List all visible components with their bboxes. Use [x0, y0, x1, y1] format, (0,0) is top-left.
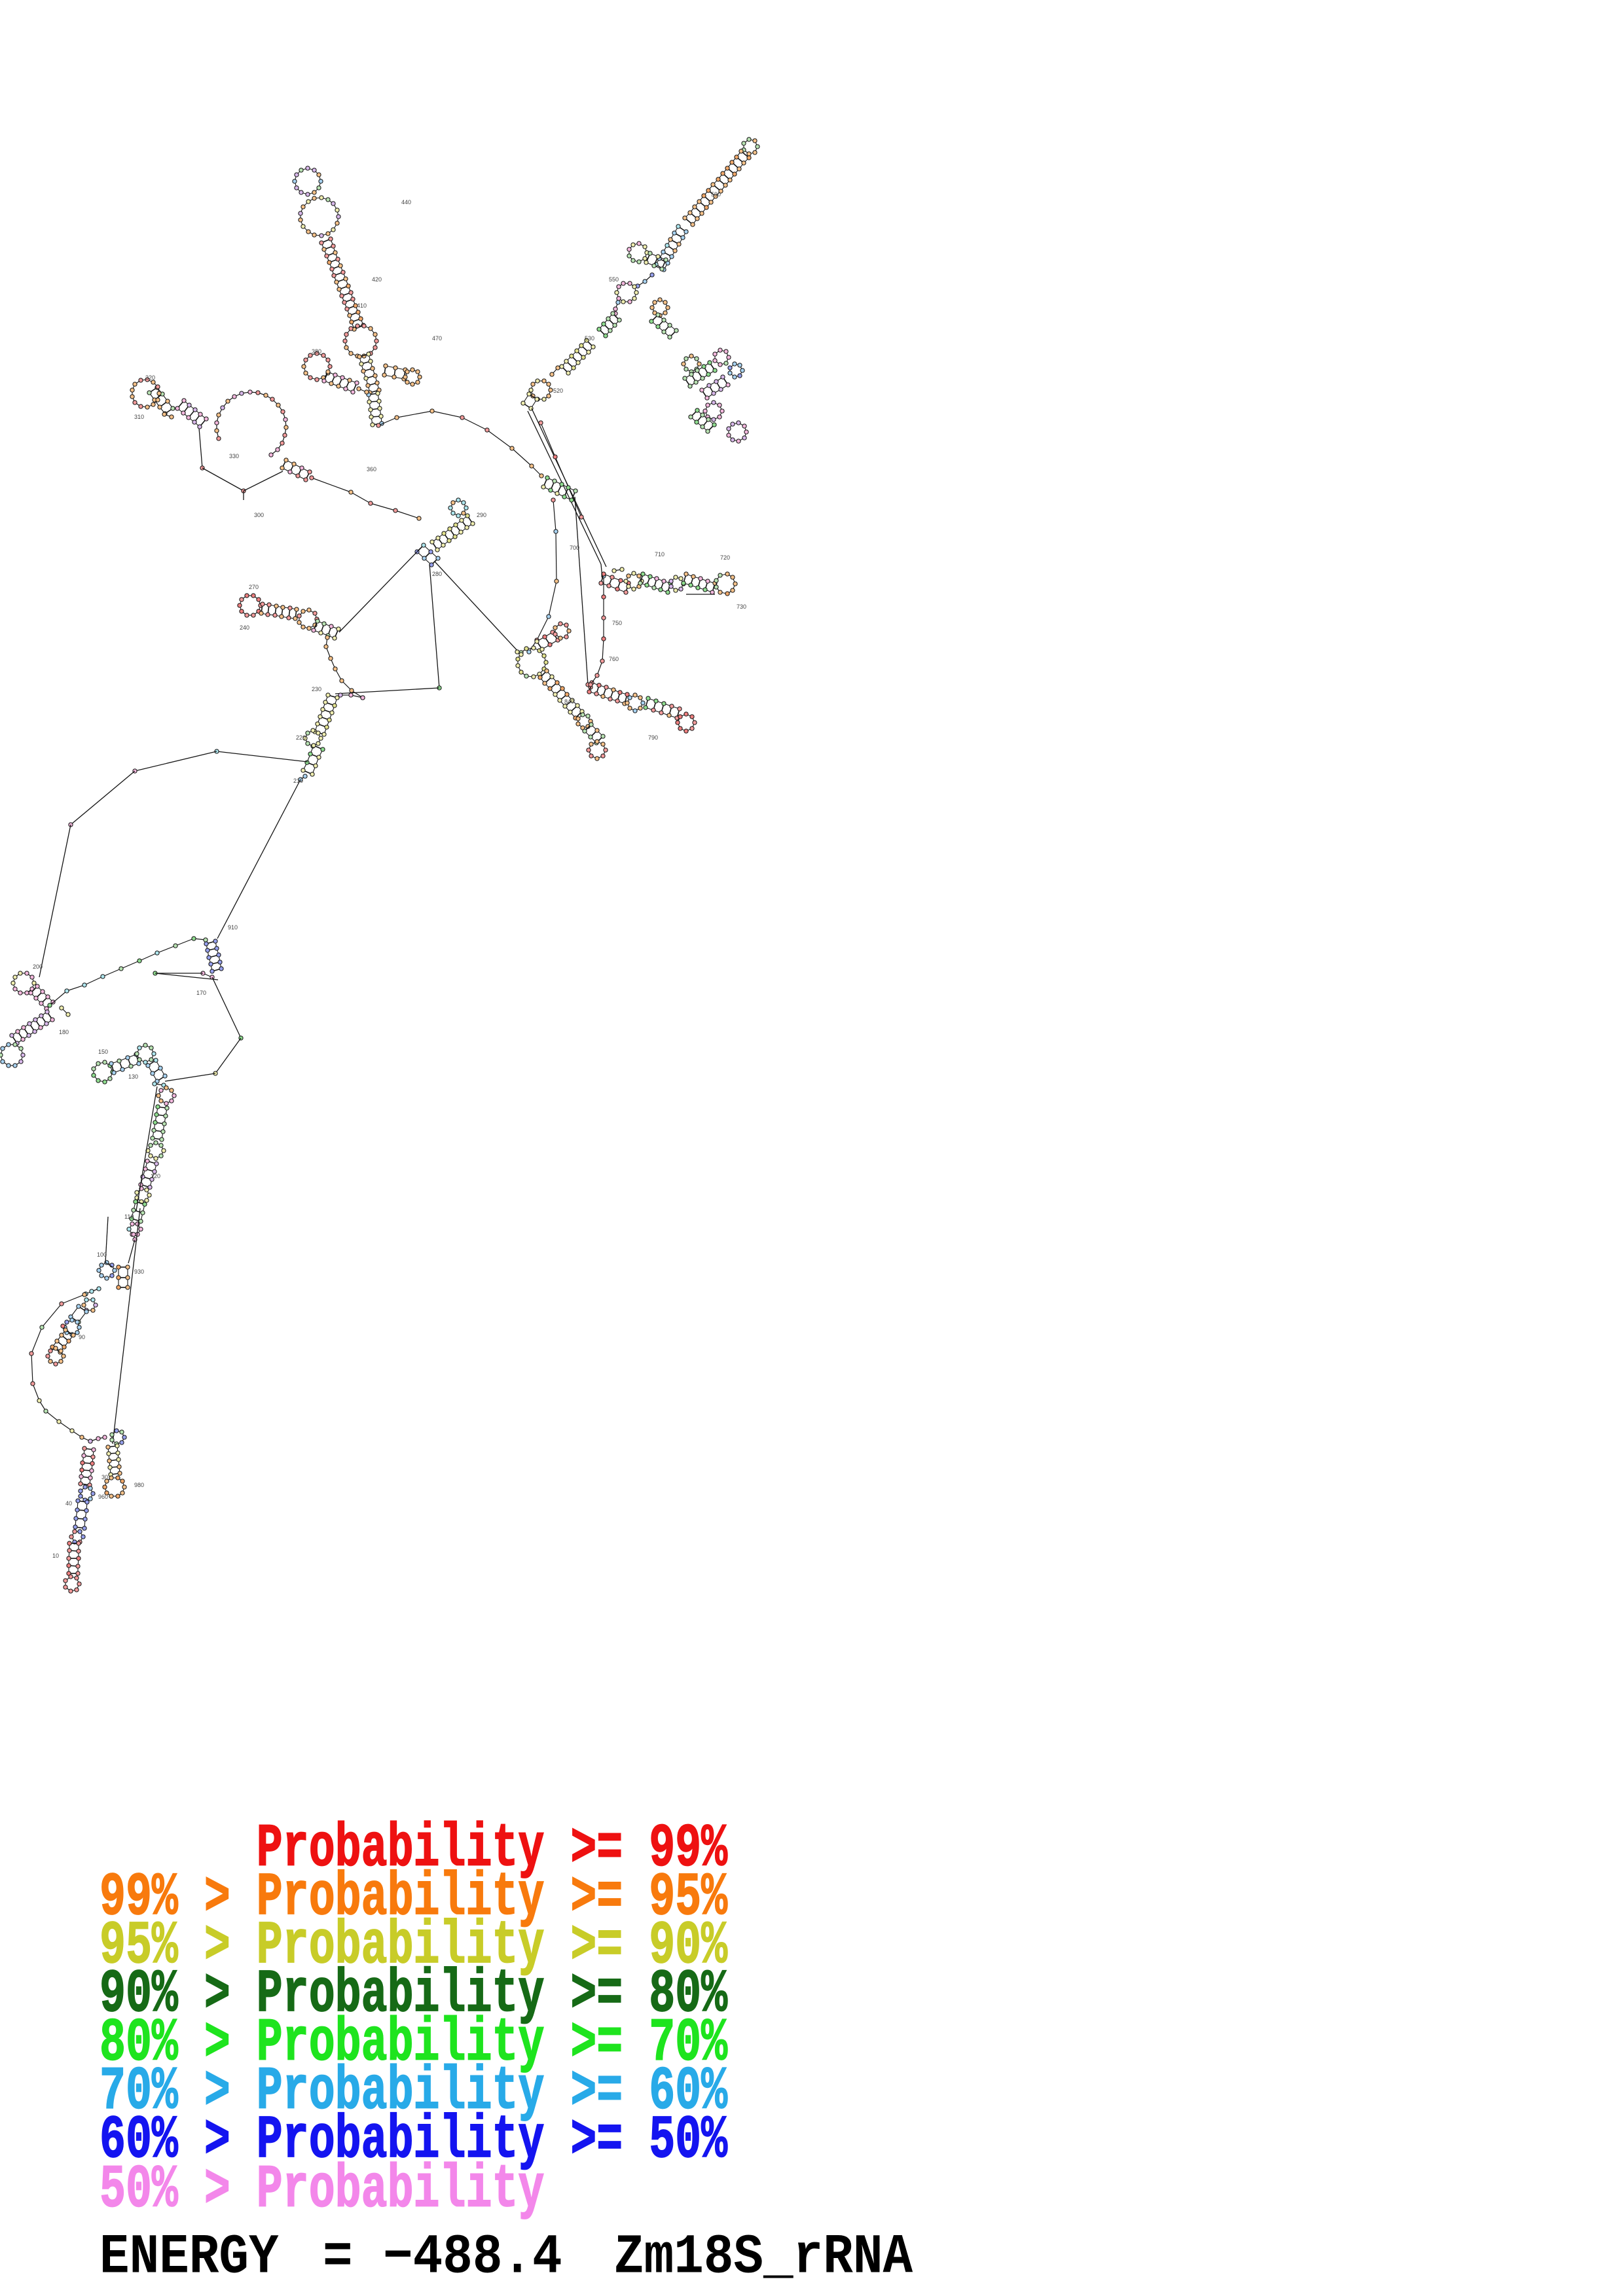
svg-text:470: 470 [432, 335, 442, 342]
svg-text:270: 270 [249, 584, 259, 590]
svg-text:840: 840 [564, 698, 574, 705]
svg-text:590: 590 [711, 191, 721, 198]
svg-text:960: 960 [98, 1494, 108, 1500]
svg-text:310: 310 [134, 414, 144, 420]
svg-text:930: 930 [134, 1268, 144, 1275]
svg-text:360: 360 [367, 466, 376, 473]
svg-text:380: 380 [312, 348, 321, 355]
svg-text:710: 710 [655, 551, 665, 558]
svg-text:790: 790 [648, 734, 658, 741]
svg-text:520: 520 [553, 387, 563, 394]
svg-text:130: 130 [128, 1073, 138, 1080]
svg-text:220: 220 [296, 734, 306, 741]
svg-text:750: 750 [612, 620, 622, 626]
svg-text:980: 980 [134, 1482, 144, 1488]
svg-text:90: 90 [79, 1334, 85, 1340]
svg-text:730: 730 [737, 603, 746, 610]
svg-text:200: 200 [33, 963, 43, 970]
svg-text:330: 330 [229, 453, 239, 459]
svg-text:440: 440 [401, 199, 411, 206]
svg-text:760: 760 [609, 656, 619, 662]
svg-text:910: 910 [228, 924, 238, 931]
svg-text:420: 420 [372, 276, 382, 283]
svg-text:110: 110 [124, 1213, 134, 1220]
svg-text:720: 720 [720, 554, 730, 561]
svg-text:40: 40 [65, 1500, 72, 1507]
svg-text:180: 180 [59, 1029, 69, 1035]
svg-text:150: 150 [98, 1049, 108, 1055]
svg-text:210: 210 [293, 778, 303, 784]
svg-text:290: 290 [477, 512, 486, 518]
svg-text:320: 320 [145, 374, 155, 381]
svg-text:410: 410 [357, 302, 367, 309]
svg-text:300: 300 [254, 512, 264, 518]
svg-text:530: 530 [585, 335, 594, 342]
svg-text:550: 550 [609, 276, 619, 283]
svg-text:170: 170 [196, 990, 206, 996]
svg-text:30: 30 [101, 1474, 108, 1480]
svg-text:10: 10 [52, 1552, 59, 1559]
svg-text:230: 230 [312, 686, 321, 692]
svg-text:240: 240 [240, 624, 249, 631]
svg-text:100: 100 [97, 1251, 107, 1258]
svg-text:700: 700 [570, 545, 579, 551]
svg-text:120: 120 [151, 1173, 160, 1179]
svg-text:280: 280 [432, 571, 442, 577]
